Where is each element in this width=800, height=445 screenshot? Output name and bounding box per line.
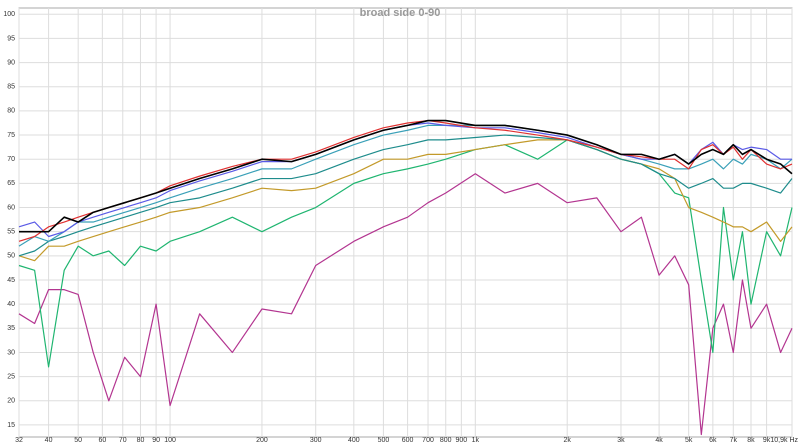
- x-tick-label: 70: [119, 437, 127, 444]
- x-tick-label: 100: [164, 437, 176, 444]
- x-tick-label: 9k: [763, 437, 771, 444]
- y-tick-label: 80: [7, 108, 15, 115]
- y-tick-label: 100: [3, 11, 15, 18]
- x-tick-label: 3k: [617, 437, 625, 444]
- x-tick-label: 7k: [730, 437, 738, 444]
- series-line: [18, 122, 792, 238]
- x-tick-label: 40: [45, 437, 53, 444]
- x-tick-label: 50: [74, 437, 82, 444]
- y-tick-label: 20: [7, 398, 15, 405]
- y-tick-label: 35: [7, 325, 15, 332]
- y-tick-label: 40: [7, 301, 15, 308]
- x-tick-label: 8k: [747, 437, 755, 444]
- x-tick-label: 10,9k Hz: [770, 437, 798, 444]
- y-tick-label: 15: [7, 422, 15, 429]
- series-line: [19, 119, 793, 233]
- y-tick-label: 95: [7, 35, 15, 42]
- x-tick-label: 900: [456, 437, 468, 444]
- y-tick-label: 65: [7, 180, 15, 187]
- x-tick-label: 32: [15, 437, 23, 444]
- y-tick-label: 90: [7, 59, 15, 66]
- x-tick-label: 1k: [472, 437, 480, 444]
- series-line: [18, 124, 793, 247]
- x-tick-label: 500: [378, 437, 390, 444]
- y-tick-label: 70: [7, 156, 15, 163]
- x-tick-label: 300: [310, 437, 322, 444]
- x-tick-label: 2k: [564, 437, 572, 444]
- y-tick-label: 50: [7, 253, 15, 260]
- series-line: [18, 139, 793, 368]
- y-tick-label: 30: [7, 349, 15, 356]
- x-tick-label: 200: [256, 437, 268, 444]
- x-tick-label: 4k: [655, 437, 663, 444]
- x-tick-label: 5k: [685, 437, 693, 444]
- y-tick-label: 45: [7, 277, 15, 284]
- x-tick-label: 6k: [709, 437, 717, 444]
- series-line: [18, 134, 793, 257]
- y-tick-label: 60: [7, 204, 15, 211]
- chart-title: broad side 0-90: [360, 7, 441, 19]
- y-tick-label: 75: [7, 132, 15, 139]
- x-tick-label: 700: [422, 437, 434, 444]
- x-tick-label: 800: [440, 437, 452, 444]
- y-tick-label: 55: [7, 229, 15, 236]
- x-tick-label: 400: [348, 437, 360, 444]
- y-tick-label: 25: [7, 373, 15, 380]
- x-tick-label: 80: [137, 437, 145, 444]
- y-tick-label: 85: [7, 84, 15, 91]
- x-tick-label: 60: [98, 437, 106, 444]
- x-tick-label: 600: [402, 437, 414, 444]
- series-line: [18, 139, 793, 262]
- series-line: [18, 173, 793, 436]
- x-tick-label: 90: [152, 437, 160, 444]
